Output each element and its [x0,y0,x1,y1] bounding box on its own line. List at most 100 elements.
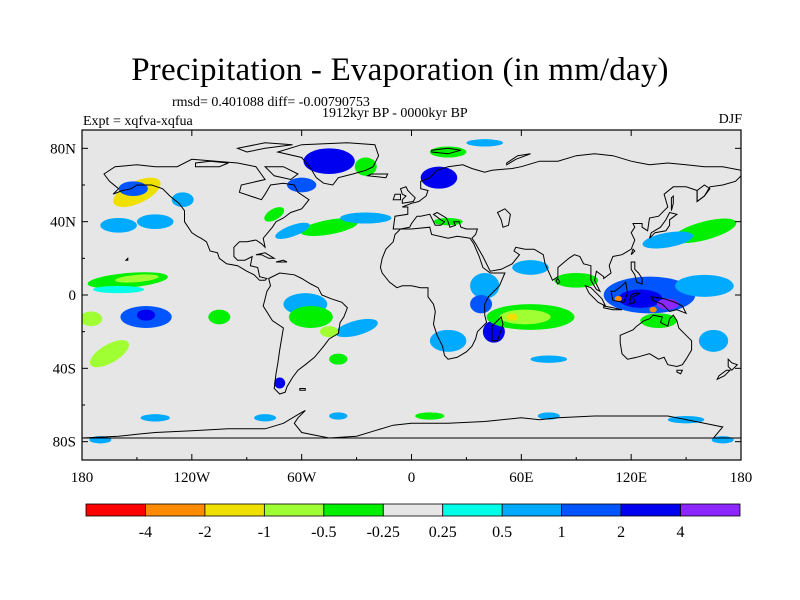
anomaly-north-atlantic-dry [300,218,358,236]
anomaly-madagascar-wet [482,320,505,343]
anomaly-nw-atlantic-dry [264,207,285,222]
coastline-south-america [262,272,348,395]
anomaly-mid-atlantic-cyan [340,212,392,224]
coastline-philippines [630,261,643,285]
coastline-novaya-zemlya [506,153,531,166]
anomaly-pacific-itcz-north-yellow [115,274,159,283]
anomaly-e-pacific-green [208,309,231,325]
coastline-hawaii [124,257,129,261]
coastline-uk [399,186,416,204]
coastline-svalbard [431,147,462,155]
coastline-sakhalin [670,194,674,211]
coastline-sulawesi [628,292,641,305]
colorbar-label: 2 [617,524,625,541]
coastline-africa [379,226,506,360]
x-tick-label: 120E [615,470,647,486]
coastline-falklands [299,388,306,391]
coastline-caspian [496,208,511,228]
anomaly-australia-north-green [640,313,677,328]
colorbar-label: -1 [258,524,271,541]
anomaly-s-indian-cyan [530,355,568,363]
colorbar-swatch [145,503,206,517]
coastline-ireland [392,193,401,201]
colorbar-swatch [501,503,563,517]
anomaly-patagonia-wet [274,377,286,389]
coastline-eurasia [392,153,741,293]
anomaly-north-atlantic-cyan [275,222,310,239]
colorbar-swatch [323,503,384,517]
anomaly-e-pacific-cyan-north [92,285,145,294]
coastline-tasmania [676,369,684,375]
anomaly-greenland-wet [303,148,355,175]
anomaly-arctic-cyan [466,139,504,147]
colorbar-label: 0.5 [492,524,512,541]
y-tick-label: 0 [69,288,77,304]
colorbar-swatch [204,503,265,517]
x-tick-label: 0 [408,470,416,486]
coastline-madagascar [491,316,504,342]
x-tick-label: 120W [173,470,211,486]
anomaly-n-pacific-cyan-1 [100,218,137,233]
stats-line: rmsd= 0.401088 diff= -0.00790753 [172,95,370,110]
anomaly-labrador-wet [287,177,317,193]
coastline-kamchatka [696,184,711,203]
anomaly-brazil-dry [319,326,339,338]
coastline-taiwan [630,248,636,256]
season-label: DJF [718,112,742,127]
anomaly-greenland-east-green [354,157,377,176]
coastline-iceland [365,173,389,179]
anomaly-antarctic-coast-2 [711,436,734,444]
experiment-label: Expt = xqfva-xqfua [83,114,193,129]
y-tick-label: 40N [50,215,76,231]
y-tick-label: 80N [50,141,76,157]
colorbar-label: -2 [198,524,211,541]
anomaly-southern-ocean-6 [329,412,348,420]
anomaly-w-pacific-cyan [675,274,734,297]
anomaly-n-pacific-cyan-2 [136,214,174,230]
colorbar-swatch [382,503,444,517]
coastline-ellesmere-island [235,142,293,153]
colorbar-label: -0.5 [311,524,336,541]
anomaly-s-atlantic-cyan [335,318,378,338]
x-tick-label: 180 [71,470,94,486]
coastline-japan [649,211,679,239]
coastline-greenland [275,142,380,186]
colorbar-swatch [263,503,325,517]
anomaly-se-pacific-dry [89,340,130,368]
colorbar-swatch [442,503,503,517]
anomaly-s-atlantic-dry [329,353,348,365]
anomaly-indian-ocean-red [506,313,518,321]
anomaly-sw-pacific-cyan [698,329,729,352]
chart-title: Precipitation - Evaporation (in mm/day) [131,52,669,88]
colorbar-label: 1 [558,524,566,541]
coastline-australia [619,314,693,368]
colorbar-swatch [561,503,622,517]
coastline-new-zealand-south [716,369,732,381]
x-tick-label: 180 [730,470,753,486]
anomaly-s-pacific-core [136,309,156,321]
coastline-baffin-island [263,166,299,181]
anomaly-spcz-dry [82,311,103,327]
coastline-borneo [610,281,629,303]
colorbar-label: -4 [139,524,152,541]
anomaly-indonesia-red-2 [649,306,657,313]
coastline-victoria-island [195,160,229,168]
period-line: 1912kyr BP - 0000kyr BP [322,106,468,121]
anomaly-amazon-green [288,306,333,328]
anomaly-kuroshio-cyan [642,231,694,249]
anomaly-canada-west-wet [171,192,194,208]
y-tick-label: 40S [53,361,76,377]
anomaly-bay-of-bengal-dry [554,273,599,288]
anomaly-east-africa-core [470,295,493,314]
anomaly-southern-ocean-1 [140,414,170,422]
anomaly-arabian-sea-cyan [512,260,549,275]
map-layers [82,139,741,444]
y-tick-label: 80S [53,435,76,451]
coastline-new-zealand-north [727,357,739,371]
anomaly-alaska-wet [118,181,148,197]
colorbar-swatch [85,503,146,517]
x-tick-label: 60E [509,470,533,486]
colorbar-label: 0.25 [429,524,457,541]
colorbar-swatch [680,503,741,517]
